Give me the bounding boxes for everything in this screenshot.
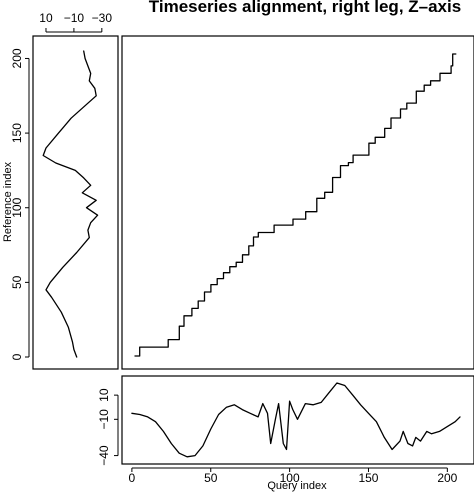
query-y-tick-label: 10 bbox=[97, 388, 111, 402]
reference-y-tick-label: 100 bbox=[10, 197, 24, 217]
query-series-line bbox=[131, 382, 461, 458]
reference-panel-frame bbox=[32, 35, 119, 370]
reference-y-tick-label: 200 bbox=[10, 48, 24, 68]
query-axis-label: Query index bbox=[267, 480, 327, 492]
reference-x-tick-label: −30 bbox=[92, 11, 113, 25]
reference-axis-label: Reference index bbox=[2, 161, 14, 242]
query-y-tick-label: −40 bbox=[97, 445, 111, 466]
query-x-tick-label: 150 bbox=[358, 471, 378, 485]
query-x-tick-label: 100 bbox=[280, 471, 300, 485]
reference-series-line bbox=[42, 50, 99, 358]
reference-x-tick-label: −10 bbox=[64, 11, 85, 25]
reference-x-tick-label: 10 bbox=[39, 11, 53, 25]
query-x-tick-label: 0 bbox=[129, 471, 136, 485]
alignment-panel-frame bbox=[121, 35, 474, 370]
chart-title: Timeseries alignment, right leg, Z–axis bbox=[149, 0, 461, 16]
query-y-axis: 10 −10 −40 bbox=[97, 388, 119, 466]
query-x-axis: 0 50 100 150 200 bbox=[129, 467, 458, 485]
query-panel-frame bbox=[121, 375, 474, 465]
query-x-tick-label: 50 bbox=[204, 471, 218, 485]
query-x-tick-label: 200 bbox=[437, 471, 457, 485]
reference-y-tick-label: 0 bbox=[10, 353, 24, 360]
reference-y-axis: 0 50 100 150 200 bbox=[10, 48, 30, 360]
alignment-path-line bbox=[134, 53, 457, 357]
reference-y-tick-label: 50 bbox=[10, 275, 24, 289]
reference-y-tick-label: 150 bbox=[10, 123, 24, 143]
query-y-tick-label: −10 bbox=[97, 409, 111, 430]
reference-top-axis: 10 −10 −30 bbox=[39, 11, 113, 33]
